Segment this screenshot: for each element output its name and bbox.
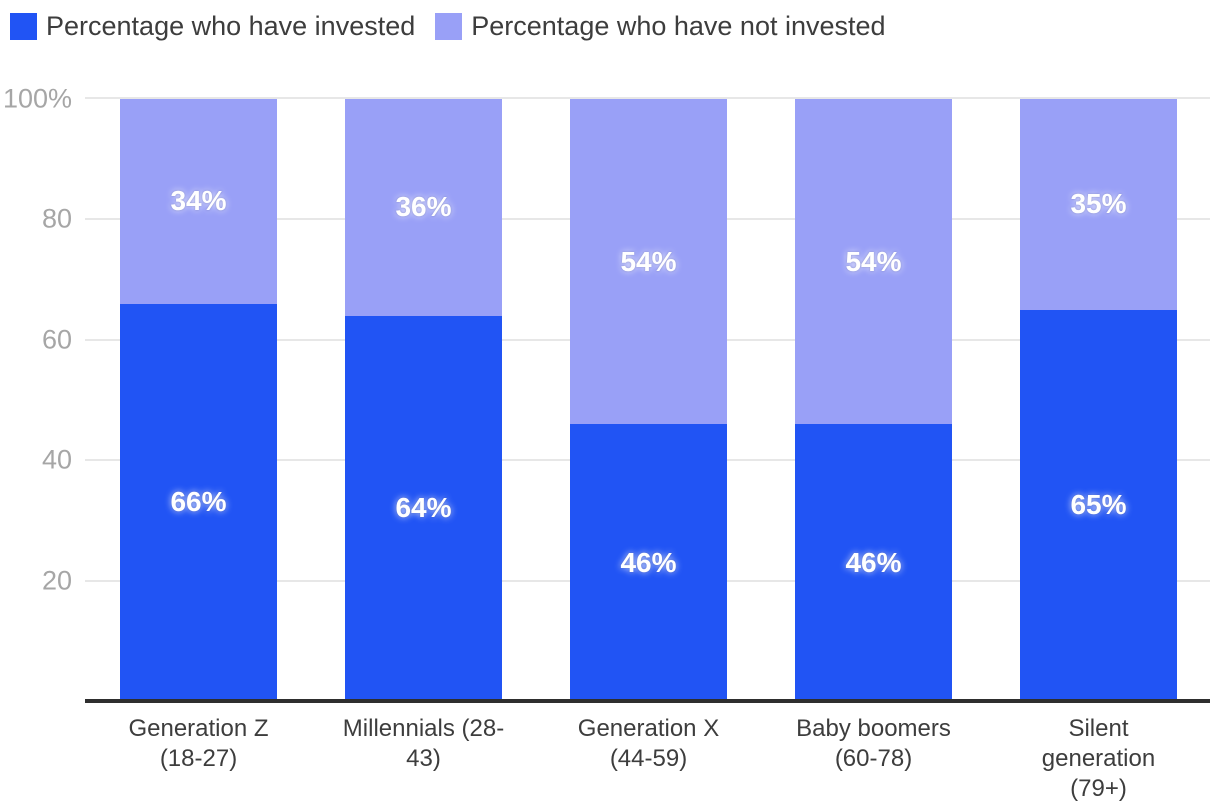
- y-axis-tick-label: 80: [41, 203, 72, 234]
- bar-segment-not-invested: 54%: [795, 99, 952, 425]
- bar-value-label: 34%: [170, 185, 227, 217]
- y-axis-tick-label: 60: [41, 324, 72, 355]
- x-axis-tick-label: Baby boomers (60-78): [796, 715, 951, 772]
- bar-3: 54% 46%: [570, 99, 727, 701]
- bar-segment-invested: 65%: [1020, 309, 1177, 701]
- bar-value-label: 54%: [620, 245, 677, 277]
- not-invested-swatch-icon: [435, 13, 463, 40]
- x-axis-tick-label: Generation X (44-59): [577, 715, 720, 772]
- bar-value-label: 35%: [1070, 188, 1127, 220]
- plot-area: 100% 80 60 40 20 34% 66% Generation Z (18-27) 36…: [3, 85, 1210, 802]
- y-axis-tick-label: 40: [41, 444, 72, 475]
- bar-segment-not-invested: 34%: [120, 99, 277, 304]
- bar-2: 36% 64%: [345, 99, 502, 701]
- bar-4: 54% 46%: [795, 99, 952, 701]
- legend-label: Percentage who have not invested: [471, 11, 886, 41]
- bar-value-label: 64%: [395, 492, 452, 524]
- bar-segment-invested: 46%: [795, 424, 952, 701]
- bar-segment-not-invested: 35%: [1020, 99, 1177, 310]
- bar-value-label: 54%: [845, 245, 902, 277]
- x-axis-line: [85, 699, 1210, 703]
- legend-item-invested[interactable]: Percentage who have invested: [10, 13, 415, 40]
- bar-value-label: 46%: [620, 546, 677, 578]
- bar-segment-invested: 46%: [570, 424, 727, 701]
- bar-segment-not-invested: 54%: [570, 99, 727, 425]
- legend-label: Percentage who have invested: [46, 11, 416, 41]
- bar-value-label: 36%: [395, 191, 452, 223]
- bar-segment-invested: 66%: [120, 303, 277, 701]
- legend-item-not-invested[interactable]: Percentage who have not invested: [435, 11, 886, 41]
- bar-1: 34% 66%: [120, 99, 277, 701]
- bar-value-label: 46%: [845, 546, 902, 578]
- legend: Percentage who have invested Percentage …: [10, 13, 886, 40]
- y-axis-tick-label: 100%: [2, 83, 72, 114]
- gridline: [85, 97, 1210, 99]
- bar-value-label: 66%: [170, 486, 227, 518]
- x-axis-tick-label: Generation Z (18-27): [128, 715, 269, 772]
- bar-segment-not-invested: 36%: [345, 99, 502, 316]
- bar-5: 35% 65%: [1020, 99, 1177, 701]
- x-axis-tick-label: Millennials (28- 43): [342, 715, 505, 772]
- y-axis-tick-label: 20: [41, 565, 72, 596]
- bar-value-label: 65%: [1070, 489, 1127, 521]
- invested-swatch-icon: [10, 13, 37, 40]
- x-axis-tick-label: Silent generation (79+): [1041, 715, 1156, 802]
- bar-segment-invested: 64%: [345, 315, 502, 701]
